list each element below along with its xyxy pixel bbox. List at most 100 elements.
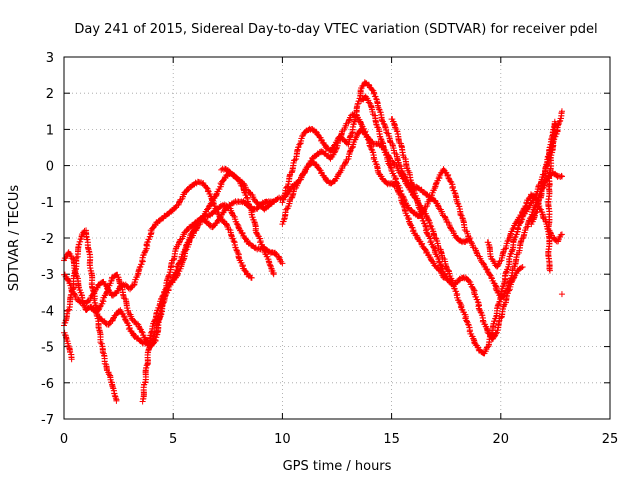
data-point-run [542, 163, 550, 184]
data-point-run [127, 283, 136, 293]
y-tick-label: -1 [41, 196, 54, 211]
data-point [558, 291, 565, 298]
data-point-run [268, 267, 277, 278]
data-point-run [533, 196, 543, 216]
data-point-run [345, 130, 355, 148]
data-point-run [489, 330, 499, 342]
data-point-run [188, 228, 198, 241]
data-point-run [475, 303, 487, 324]
data-point-run [293, 141, 303, 162]
data-point-run [178, 247, 189, 266]
data-point-run [410, 183, 421, 204]
data-point-run [231, 198, 242, 206]
data-point-run [105, 369, 113, 378]
data-point-run [524, 215, 534, 230]
x-tick-label: 5 [169, 432, 177, 447]
x-tick-label: 25 [602, 432, 619, 447]
data-point-run [467, 238, 477, 251]
data-point-run [454, 275, 464, 286]
data-point-run [252, 227, 264, 245]
data-point-run [367, 100, 377, 118]
data-point-run [170, 243, 180, 263]
data-point-run [166, 206, 176, 217]
x-tick-label: 15 [383, 432, 400, 447]
data-point-run [393, 151, 403, 168]
data-point-run [498, 301, 508, 321]
data-point-run [227, 205, 237, 219]
data-point-run [453, 198, 464, 218]
data-point-run [284, 171, 294, 191]
data-point-run [122, 296, 132, 317]
data-points [61, 79, 565, 405]
data-point-run [370, 90, 381, 109]
data-point-run [445, 219, 455, 234]
data-point-run [179, 189, 189, 202]
grid [64, 57, 610, 419]
data-point-run [489, 256, 499, 269]
data-point-run [74, 275, 85, 299]
data-point-run [349, 134, 360, 151]
y-tick-label: -6 [41, 377, 54, 392]
data-point-run [139, 243, 151, 264]
data-point-run [222, 165, 233, 175]
data-point-run [428, 223, 438, 241]
data-point-run [423, 213, 434, 229]
data-point-run [142, 362, 150, 386]
y-tick-label: 0 [46, 160, 54, 175]
data-point-run [462, 315, 474, 334]
data-point-run [393, 162, 403, 176]
data-point-run [380, 140, 391, 161]
data-point-run [484, 239, 495, 262]
data-point-run [135, 321, 145, 335]
data-point-run [480, 260, 490, 273]
data-point-run [148, 316, 159, 335]
data-point-run [449, 184, 460, 203]
x-axis-label: GPS time / hours [283, 459, 392, 474]
data-point-run [103, 361, 111, 374]
x-tick-label: 0 [60, 432, 68, 447]
data-point-run [248, 209, 259, 232]
series-arc-13 [528, 118, 559, 274]
data-point-run [110, 387, 120, 404]
data-point-run [195, 178, 206, 187]
data-point-run [245, 187, 254, 197]
chart-title: Day 241 of 2015, Sidereal Day-to-day VTE… [74, 22, 597, 37]
data-point-run [349, 109, 360, 136]
data-point-run [480, 344, 490, 357]
data-point-run [68, 351, 75, 363]
data-point-run [545, 238, 553, 265]
data-point-run [550, 118, 558, 143]
data-point-run [554, 231, 565, 245]
data-point-run [388, 116, 399, 131]
data-point-run [65, 343, 74, 356]
data-point-run [209, 220, 219, 231]
data-point-run [170, 202, 180, 213]
data-point-run [401, 173, 412, 186]
data-point-run [506, 239, 517, 263]
data-point-run [502, 287, 513, 306]
data-point-run [179, 228, 189, 242]
plot-frame [63, 56, 611, 420]
data-point-run [449, 228, 460, 241]
data-point-run [288, 186, 298, 201]
data-point-run [554, 172, 565, 181]
data-point-run [545, 213, 553, 244]
data-point-run [463, 228, 473, 244]
data-point-run [371, 112, 381, 131]
series-arc-14 [558, 291, 565, 298]
data-point-run [336, 163, 346, 176]
data-point-run [275, 253, 286, 267]
data-point-run [389, 140, 398, 157]
data-point-run [546, 155, 555, 189]
data-point-run [384, 180, 395, 188]
data-point-run [183, 235, 193, 253]
data-point-run [493, 315, 503, 336]
data-point-run [462, 274, 472, 284]
data-point-run [327, 149, 338, 162]
data-point-run [201, 206, 210, 220]
data-point-run [345, 145, 355, 162]
data-point-run [370, 155, 381, 174]
data-point-run [131, 272, 141, 288]
data-point-run [432, 198, 442, 212]
